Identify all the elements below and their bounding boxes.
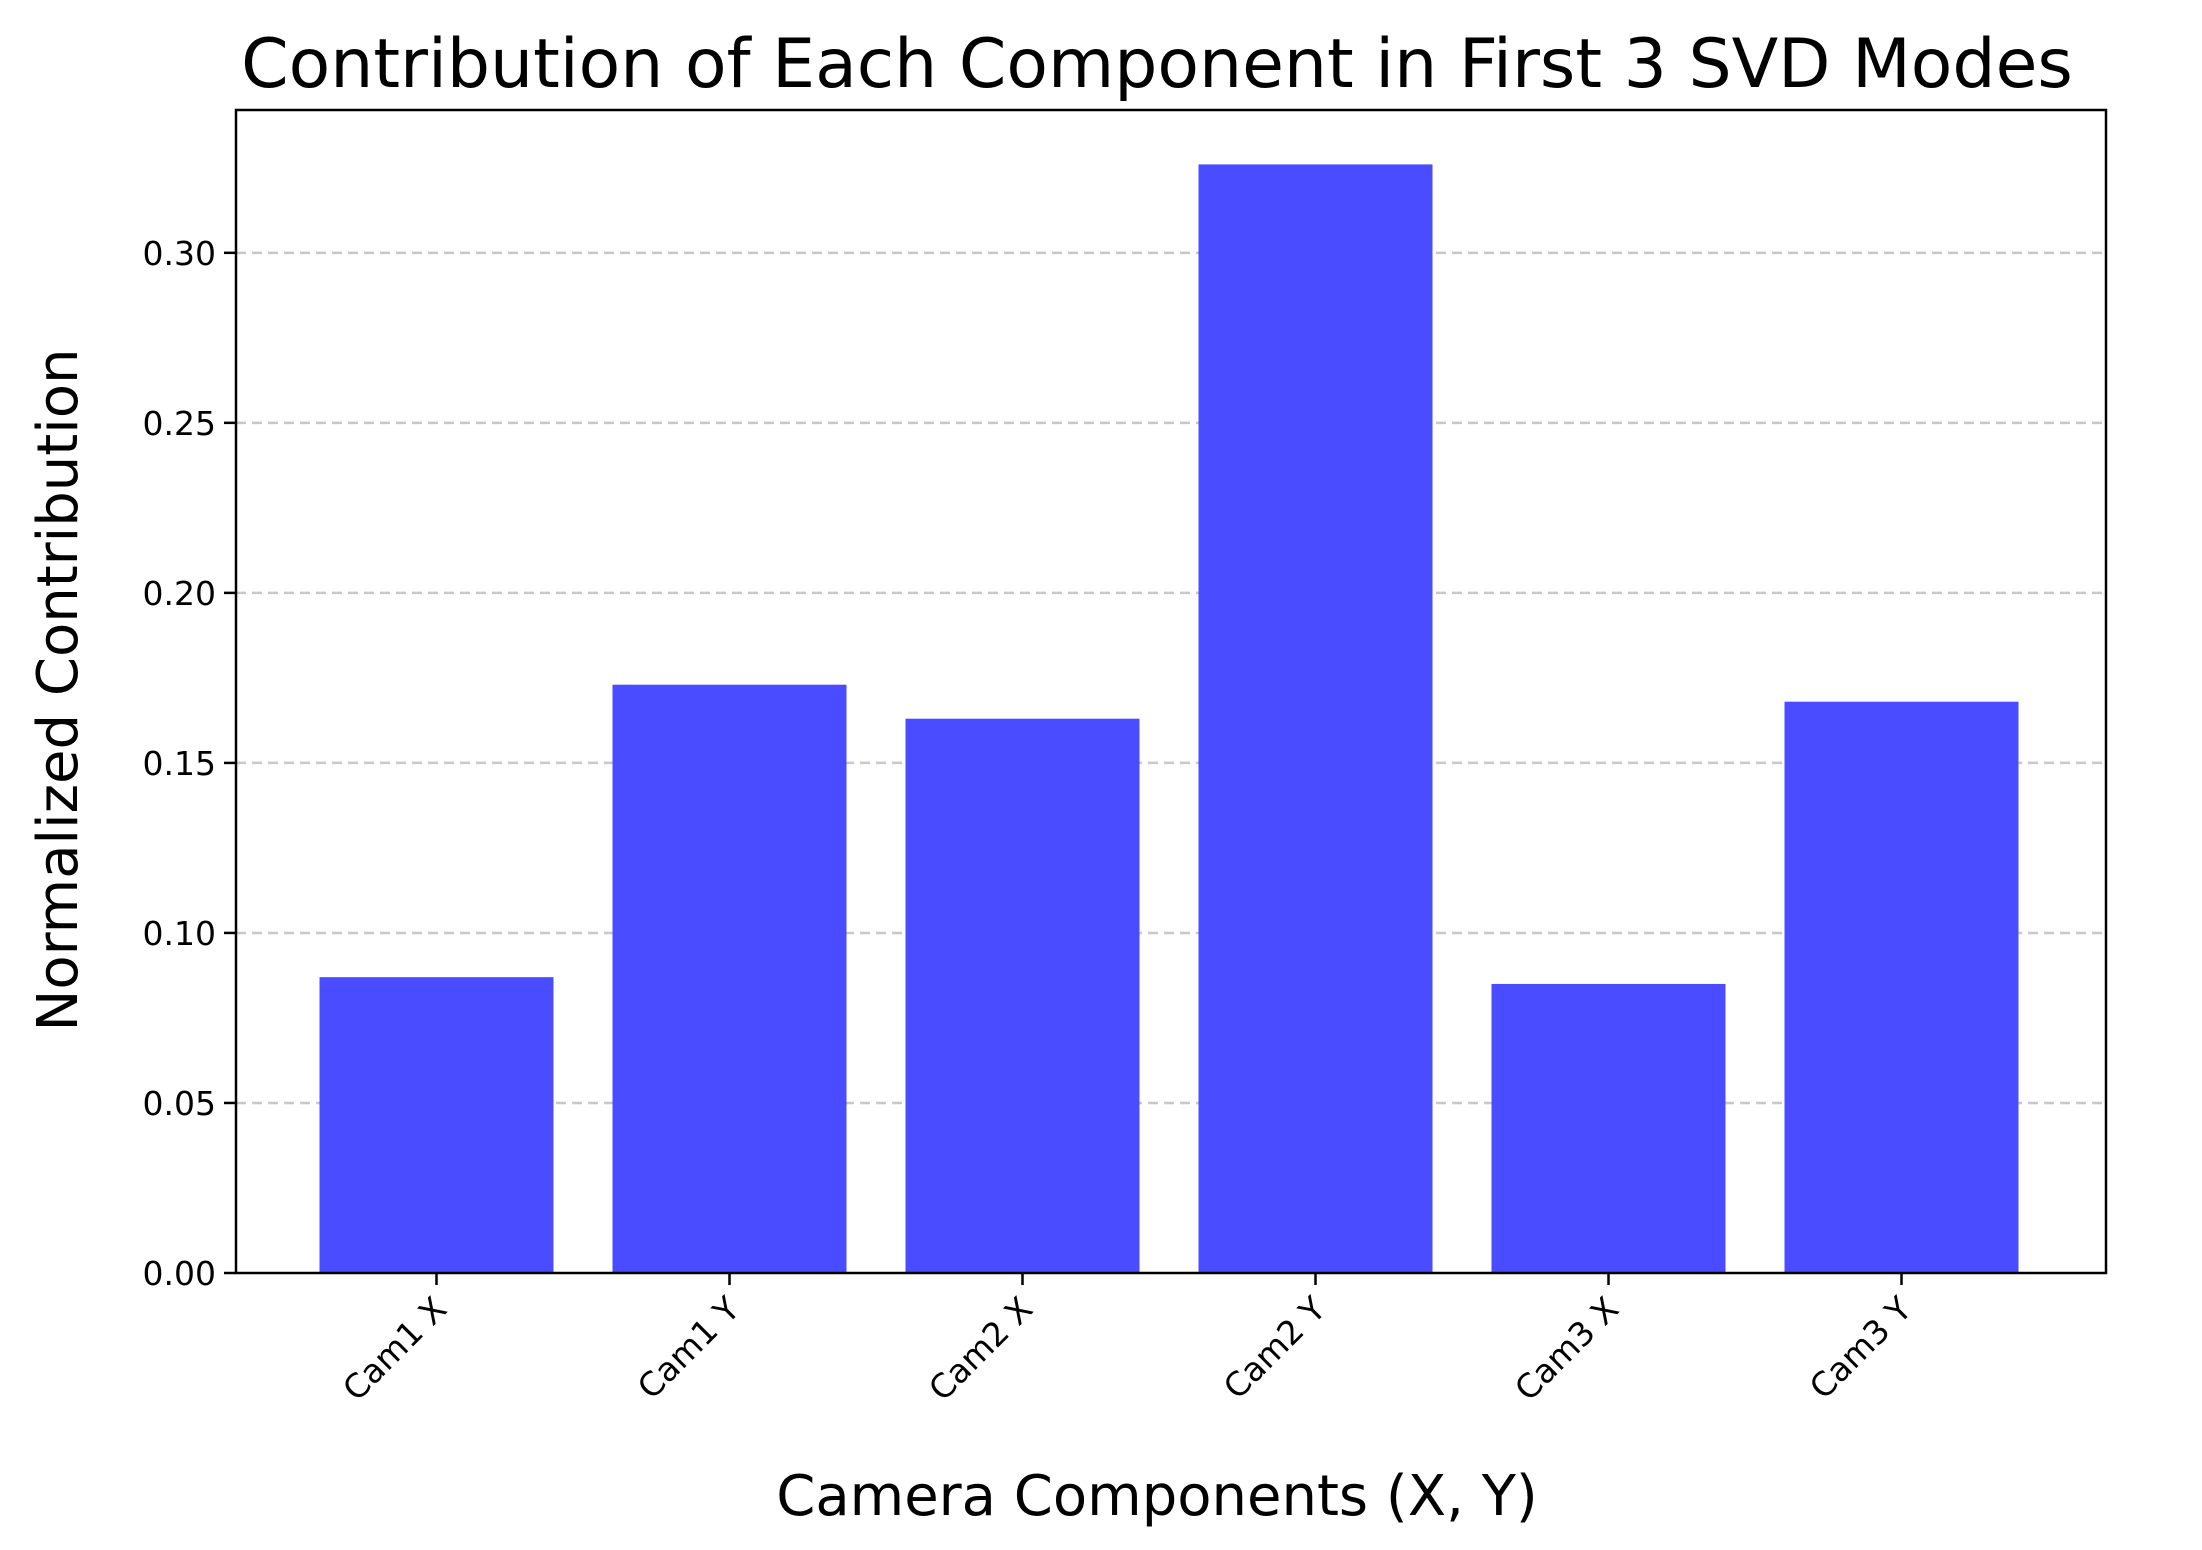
bar-cam2-y <box>1198 164 1433 1273</box>
y-tick-label: 0.20 <box>143 574 216 613</box>
y-tick-label: 0.10 <box>143 914 216 953</box>
y-tick-label: 0.25 <box>143 404 216 443</box>
y-tick-label: 0.30 <box>143 234 216 273</box>
bar-cam1-x <box>319 977 554 1273</box>
y-tick-label: 0.15 <box>143 744 216 783</box>
x-tick-label: Cam3 Y <box>1802 1288 1920 1406</box>
y-tick-label: 0.05 <box>143 1084 216 1123</box>
bar-cam1-y <box>612 684 847 1273</box>
x-tick-label: Cam1 Y <box>630 1288 748 1406</box>
bar-cam3-y <box>1784 701 2019 1273</box>
bar-cam3-x <box>1491 983 1726 1273</box>
x-axis-ticks: Cam1 X Cam1 Y Cam2 X Cam2 Y Cam3 X Cam3 Y <box>335 1273 1920 1408</box>
bars <box>319 164 2019 1273</box>
x-axis-label: Camera Components (X, Y) <box>776 1464 1538 1529</box>
bar-cam2-x <box>905 718 1140 1273</box>
y-tick-label: 0.00 <box>143 1254 216 1293</box>
x-tick-label: Cam1 X <box>335 1289 454 1408</box>
y-axis-ticks: 0.00 0.05 0.10 0.15 0.20 0.25 0.30 <box>143 234 236 1293</box>
plot-frame <box>234 108 2108 1275</box>
chart-title: Contribution of Each Component in First … <box>241 25 2073 104</box>
y-axis-label: Normalized Contribution <box>26 348 91 1031</box>
x-tick-label: Cam3 X <box>1507 1289 1626 1408</box>
x-tick-label: Cam2 X <box>921 1289 1040 1408</box>
x-tick-label: Cam2 Y <box>1216 1288 1334 1406</box>
